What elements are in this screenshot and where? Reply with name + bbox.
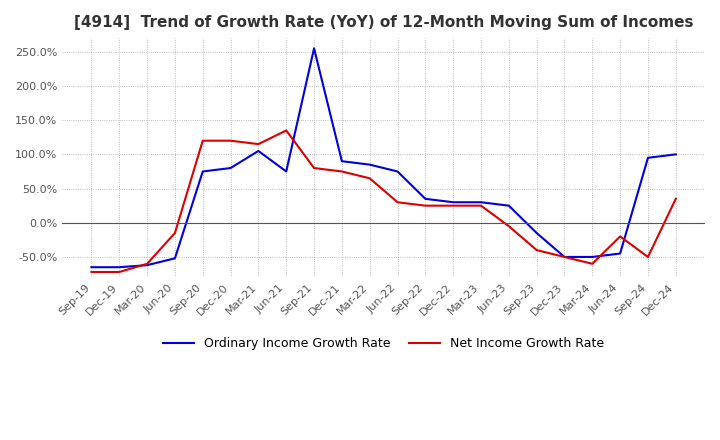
Ordinary Income Growth Rate bbox=[477, 200, 485, 205]
Net Income Growth Rate bbox=[365, 176, 374, 181]
Net Income Growth Rate bbox=[143, 261, 151, 267]
Ordinary Income Growth Rate bbox=[199, 169, 207, 174]
Title: [4914]  Trend of Growth Rate (YoY) of 12-Month Moving Sum of Incomes: [4914] Trend of Growth Rate (YoY) of 12-… bbox=[74, 15, 693, 30]
Ordinary Income Growth Rate bbox=[115, 264, 124, 270]
Line: Ordinary Income Growth Rate: Ordinary Income Growth Rate bbox=[91, 48, 676, 267]
Net Income Growth Rate bbox=[644, 254, 652, 260]
Net Income Growth Rate bbox=[254, 142, 263, 147]
Net Income Growth Rate bbox=[115, 269, 124, 275]
Ordinary Income Growth Rate bbox=[532, 231, 541, 236]
Net Income Growth Rate bbox=[310, 165, 318, 171]
Ordinary Income Growth Rate bbox=[616, 251, 624, 256]
Ordinary Income Growth Rate bbox=[226, 165, 235, 171]
Ordinary Income Growth Rate bbox=[588, 254, 597, 260]
Net Income Growth Rate bbox=[672, 196, 680, 202]
Ordinary Income Growth Rate bbox=[254, 148, 263, 154]
Net Income Growth Rate bbox=[199, 138, 207, 143]
Net Income Growth Rate bbox=[616, 234, 624, 239]
Net Income Growth Rate bbox=[532, 247, 541, 253]
Ordinary Income Growth Rate bbox=[338, 158, 346, 164]
Ordinary Income Growth Rate bbox=[421, 196, 430, 202]
Ordinary Income Growth Rate bbox=[672, 152, 680, 157]
Line: Net Income Growth Rate: Net Income Growth Rate bbox=[91, 130, 676, 272]
Ordinary Income Growth Rate bbox=[393, 169, 402, 174]
Net Income Growth Rate bbox=[393, 200, 402, 205]
Net Income Growth Rate bbox=[282, 128, 291, 133]
Net Income Growth Rate bbox=[560, 254, 569, 260]
Ordinary Income Growth Rate bbox=[143, 263, 151, 268]
Ordinary Income Growth Rate bbox=[644, 155, 652, 161]
Net Income Growth Rate bbox=[338, 169, 346, 174]
Ordinary Income Growth Rate bbox=[505, 203, 513, 208]
Net Income Growth Rate bbox=[421, 203, 430, 208]
Ordinary Income Growth Rate bbox=[282, 169, 291, 174]
Net Income Growth Rate bbox=[477, 203, 485, 208]
Net Income Growth Rate bbox=[449, 203, 457, 208]
Ordinary Income Growth Rate bbox=[171, 256, 179, 261]
Net Income Growth Rate bbox=[87, 269, 96, 275]
Ordinary Income Growth Rate bbox=[87, 264, 96, 270]
Ordinary Income Growth Rate bbox=[560, 254, 569, 260]
Net Income Growth Rate bbox=[171, 231, 179, 236]
Net Income Growth Rate bbox=[588, 261, 597, 267]
Ordinary Income Growth Rate bbox=[365, 162, 374, 167]
Ordinary Income Growth Rate bbox=[449, 200, 457, 205]
Net Income Growth Rate bbox=[226, 138, 235, 143]
Legend: Ordinary Income Growth Rate, Net Income Growth Rate: Ordinary Income Growth Rate, Net Income … bbox=[158, 332, 610, 355]
Net Income Growth Rate bbox=[505, 224, 513, 229]
Ordinary Income Growth Rate bbox=[310, 46, 318, 51]
